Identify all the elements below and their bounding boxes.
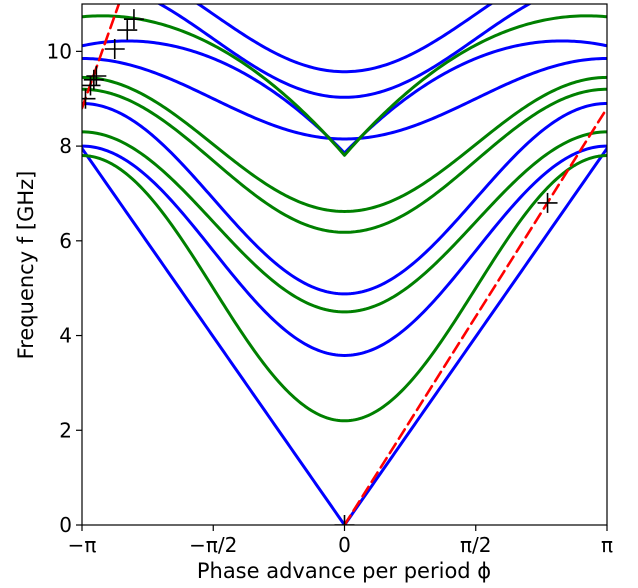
y-tick-label-3: 6 <box>59 229 72 253</box>
y-tick-label-4: 8 <box>59 134 72 158</box>
x-axis: −π −π/2 0 π/2 π <box>68 525 613 557</box>
dispersion-band-2 <box>82 144 607 357</box>
y-tick-label-1: 2 <box>59 418 72 442</box>
y-tick-label-2: 4 <box>59 324 72 348</box>
light-line-12 <box>343 106 607 525</box>
y-tick-label-0: 0 <box>59 513 72 537</box>
dispersion-band-3 <box>82 130 607 314</box>
crossing-marker-1 <box>537 192 558 213</box>
x-tick-label-2: 0 <box>338 533 351 557</box>
dispersion-band-7 <box>82 56 607 141</box>
marker-layer <box>82 9 558 525</box>
dispersion-band-0 <box>82 146 607 525</box>
dispersion-band-8 <box>156 4 533 99</box>
crossing-marker-8 <box>123 9 144 30</box>
y-tick-label-5: 10 <box>47 39 72 63</box>
x-tick-label-3: π/2 <box>460 533 492 557</box>
dispersion-band-6 <box>82 75 607 213</box>
crossing-marker-7 <box>117 20 138 41</box>
crossing-marker-4 <box>83 69 104 90</box>
dispersion-band-11 <box>82 14 607 157</box>
x-tick-label-1: −π/2 <box>189 533 237 557</box>
dispersion-band-5 <box>82 87 607 234</box>
plot-frame <box>81 3 608 526</box>
crossing-marker-5 <box>86 65 107 86</box>
crossing-marker-3 <box>82 75 101 96</box>
crossing-marker-2 <box>82 88 96 109</box>
x-tick-label-0: −π <box>68 533 97 557</box>
x-tick-label-4: π <box>601 533 613 557</box>
light-line-13 <box>82 4 121 110</box>
dispersion-band-9 <box>195 4 494 74</box>
crossing-marker-0 <box>334 515 355 525</box>
x-axis-label: Phase advance per period ϕ <box>197 559 491 583</box>
dispersion-band-1 <box>82 154 607 423</box>
y-axis-label: Frequency f [GHz] <box>14 171 38 360</box>
plot-area <box>82 4 607 525</box>
dispersion-band-4 <box>82 101 607 296</box>
crossing-marker-6 <box>104 38 125 59</box>
y-axis: 0 2 4 6 8 10 <box>47 39 82 537</box>
